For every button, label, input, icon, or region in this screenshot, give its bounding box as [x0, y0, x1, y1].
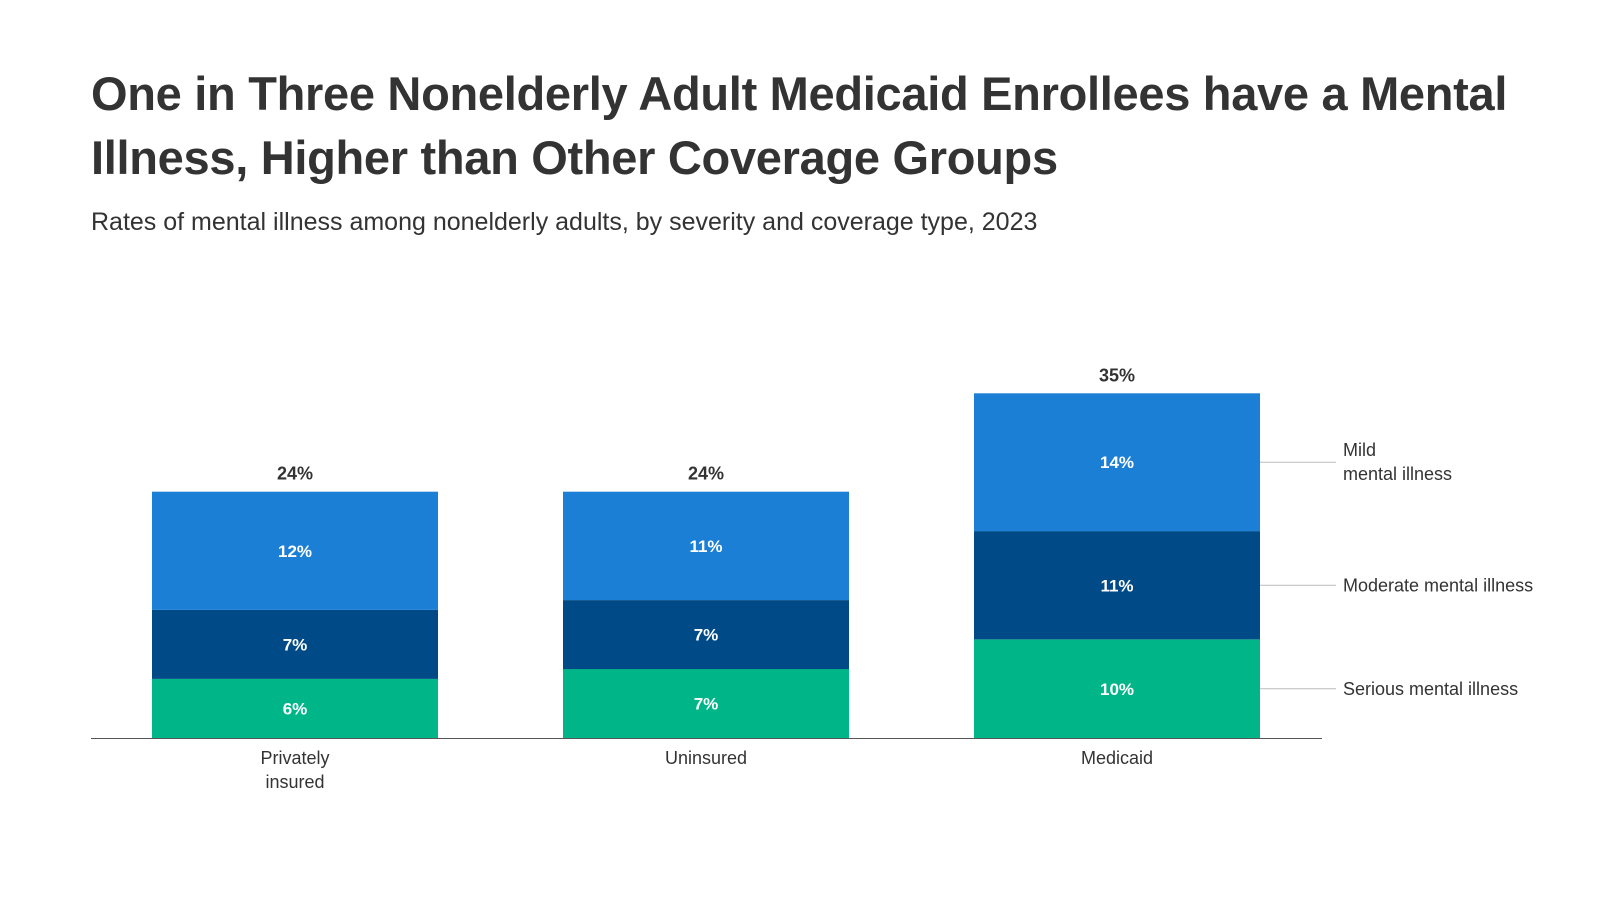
- chart-subtitle: Rates of mental illness among nonelderly…: [91, 208, 1038, 236]
- legend-layer: Serious mental illness Moderate mental il…: [1260, 440, 1533, 699]
- chart-title: One in Three Nonelderly Adult Medicaid E…: [91, 67, 1508, 184]
- legend-label-mild-mental-illness: Mild mental illness: [1343, 440, 1452, 484]
- legend-label-line: mental illness: [1343, 464, 1452, 484]
- legend-label-serious-mental-illness: Serious mental illness: [1343, 679, 1518, 699]
- data-label-medicaid-moderate-mental-illness: 11%: [1100, 576, 1133, 595]
- data-label-uninsured-serious-mental-illness: 7%: [694, 695, 719, 714]
- bar-segment-privately-insured-moderate-mental-illness: [152, 609, 438, 679]
- data-label-privately-insured-moderate-mental-illness: 7%: [283, 635, 308, 654]
- x-tick-label-uninsured: Uninsured: [665, 748, 747, 768]
- data-label-uninsured-moderate-mental-illness: 7%: [694, 626, 719, 645]
- x-tick-label-line: Uninsured: [665, 748, 747, 768]
- bar-segment-privately-insured-serious-mental-illness: [152, 678, 438, 738]
- bars-layer: [152, 393, 1260, 738]
- x-tick-label-line: Privately: [260, 748, 329, 768]
- x-tick-label-medicaid: Medicaid: [1081, 748, 1153, 768]
- bar-segment-medicaid-serious-mental-illness: [974, 639, 1260, 738]
- x-tick-label-line: Medicaid: [1081, 748, 1153, 768]
- x-tick-labels: Privately insured Uninsured Medicaid: [260, 748, 1153, 792]
- bar-segment-medicaid-mild-mental-illness: [974, 393, 1260, 532]
- data-label-privately-insured-mild-mental-illness: 12%: [278, 542, 312, 561]
- legend-label-line: Moderate mental illness: [1343, 575, 1533, 595]
- total-label-medicaid: 35%: [1099, 365, 1135, 385]
- x-tick-label-privately-insured: Privately insured: [260, 748, 329, 792]
- bar-segment-uninsured-moderate-mental-illness: [563, 600, 849, 670]
- total-label-uninsured: 24%: [688, 464, 724, 484]
- data-label-privately-insured-serious-mental-illness: 6%: [283, 699, 308, 718]
- total-label-privately-insured: 24%: [277, 464, 313, 484]
- bar-segment-medicaid-moderate-mental-illness: [974, 531, 1260, 640]
- legend-label-line: Serious mental illness: [1343, 679, 1518, 699]
- legend-label-moderate-mental-illness: Moderate mental illness: [1343, 575, 1533, 595]
- data-label-medicaid-mild-mental-illness: 14%: [1100, 453, 1134, 472]
- bar-segment-privately-insured-mild-mental-illness: [152, 491, 438, 610]
- bar-segment-uninsured-serious-mental-illness: [563, 669, 849, 738]
- bar-segment-uninsured-mild-mental-illness: [563, 491, 849, 600]
- data-label-medicaid-serious-mental-illness: 10%: [1100, 680, 1134, 699]
- labels-layer: 6% 7% 12% 24% 7% 7% 11% 24% 10% 11% 14% 35%: [277, 365, 1135, 718]
- legend-label-line: Mild: [1343, 440, 1376, 460]
- x-tick-label-line: insured: [265, 772, 324, 792]
- data-label-uninsured-mild-mental-illness: 11%: [689, 537, 722, 556]
